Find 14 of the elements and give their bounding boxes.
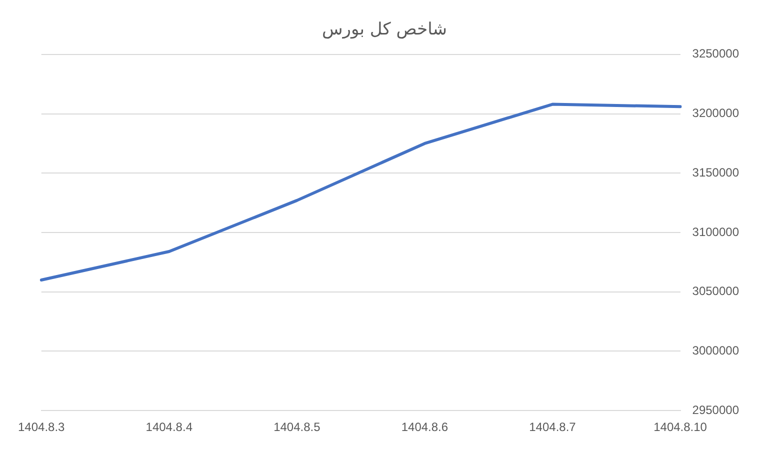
chart-title: شاخص کل بورس [322, 20, 448, 40]
y-tick-label: 3100000 [692, 224, 740, 239]
y-tick-label: 2950000 [692, 402, 740, 417]
x-tick-label: 1404.8.3 [18, 420, 66, 434]
y-tick-label: 3200000 [692, 106, 740, 120]
y-tick-label: 3250000 [692, 46, 740, 61]
y-tick-label: 3150000 [692, 165, 740, 180]
x-tick-label: 1404.8.4 [146, 420, 193, 434]
x-tick-label: 1404.8.10 [654, 420, 708, 434]
x-tick-label: 1404.8.5 [274, 420, 321, 434]
x-tick-label: 1404.8.7 [529, 420, 576, 434]
y-tick-label: 3050000 [692, 284, 740, 298]
y-tick-label: 3000000 [692, 344, 740, 358]
x-tick-label: 1404.8.6 [401, 420, 448, 434]
